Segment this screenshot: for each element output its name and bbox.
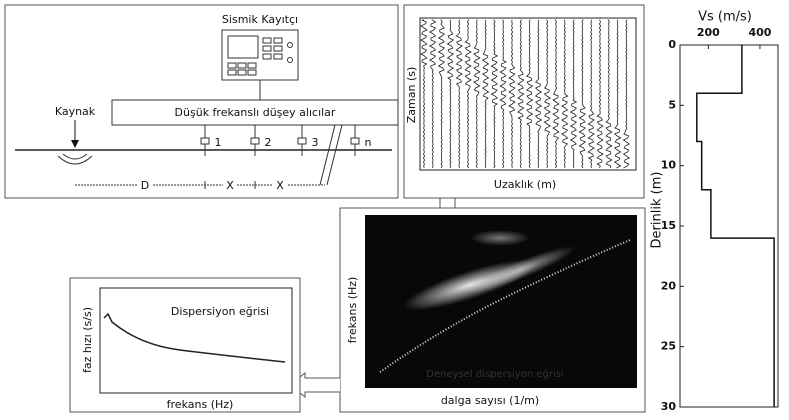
receiver-label: 2	[265, 136, 272, 149]
y-label: Derinlik (m)	[650, 172, 665, 249]
energy	[470, 230, 530, 246]
y-tick-label: 25	[661, 340, 676, 353]
y-label: frekans (Hz)	[346, 277, 359, 344]
x-tick-label: 200	[697, 26, 720, 39]
x-label: frekans (Hz)	[167, 398, 234, 411]
receiver-label: 3	[312, 136, 319, 149]
dispersion-image: Deneysel dispersiyon eğrisi frekans (Hz)…	[340, 208, 645, 412]
x-label: Vs (m/s)	[698, 10, 752, 25]
y-tick-label: 5	[668, 98, 676, 111]
x-label: dalga sayısı (1/m)	[441, 394, 539, 407]
y-label: Zaman (s)	[405, 67, 418, 124]
receiver-label: n	[365, 136, 372, 149]
title: Dispersiyon eğrisi	[171, 305, 269, 318]
screen	[228, 36, 258, 58]
y-tick-label: 30	[661, 400, 677, 413]
spacing-label: X	[226, 179, 234, 192]
plot-area	[680, 45, 778, 407]
y-tick-label: 15	[661, 219, 676, 232]
plot-area	[100, 288, 292, 393]
schematic: Sismik Kayıtçı Düşük frekanslı düşey alı…	[5, 5, 398, 198]
receiver-label: 1	[215, 136, 222, 149]
y-tick-label: 20	[661, 279, 677, 292]
overlay-label: Deneysel dispersiyon eğrisi	[426, 368, 563, 380]
figure: Sismik Kayıtçı Düşük frekanslı düşey alı…	[0, 0, 789, 420]
y-label: faz hızı (s/s)	[81, 307, 94, 373]
x-tick-label: 400	[748, 26, 771, 39]
spacing-label: D	[141, 179, 149, 192]
receivers-label: Düşük frekanslı düşey alıcılar	[175, 106, 336, 119]
y-tick-label: 0	[668, 38, 676, 51]
source-label: Kaynak	[55, 105, 96, 118]
recorder-label: Sismik Kayıtçı	[222, 13, 298, 26]
vs-profile: Vs (m/s) Derinlik (m) 200 400 0 5 10 15 20 25 30	[650, 10, 779, 414]
dispersion-curve: Dispersiyon eğrisi faz hızı (s/s) frekan…	[70, 278, 300, 412]
spacing-label: X	[276, 179, 284, 192]
seismogram: Zaman (s) Uzaklık (m)	[404, 5, 644, 198]
y-tick-label: 10	[661, 159, 677, 172]
x-label: Uzaklık (m)	[494, 178, 556, 191]
